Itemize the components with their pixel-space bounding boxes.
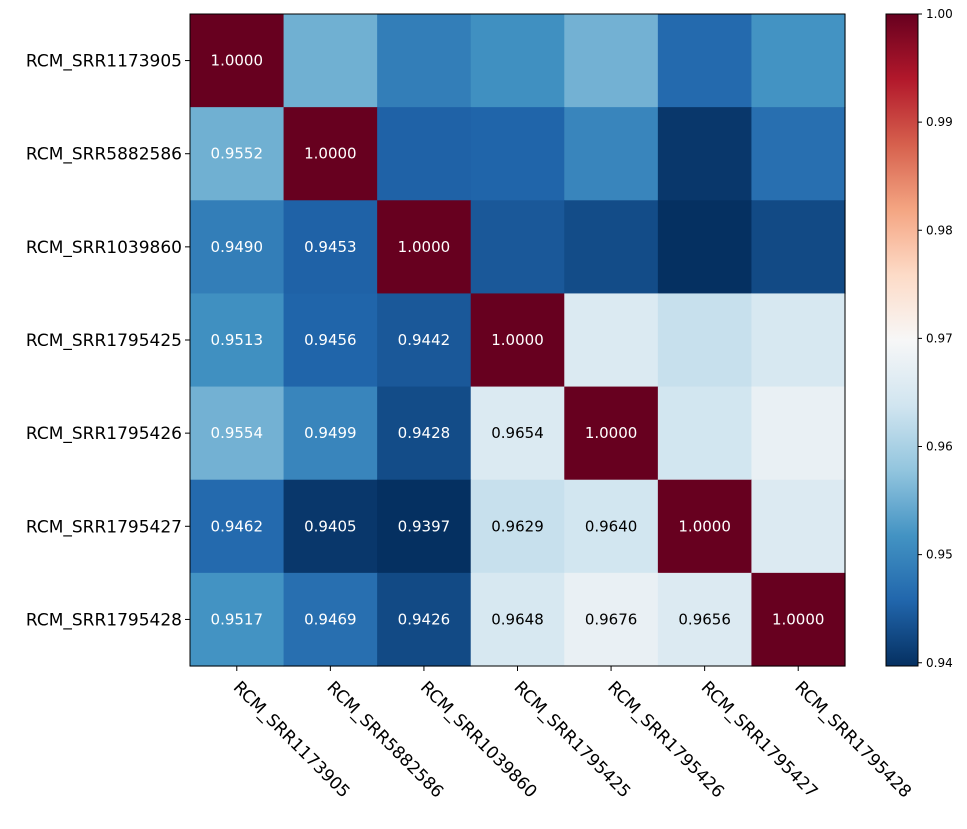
cell-value-label: 0.9499 xyxy=(304,424,357,442)
heatmap-cell xyxy=(470,293,565,388)
heatmap-cell xyxy=(190,14,285,108)
heatmap-cell xyxy=(657,107,753,201)
y-tick-label: RCM_SRR5882586 xyxy=(26,145,182,165)
heatmap-cell xyxy=(283,293,378,388)
cell-value-label: 0.9462 xyxy=(211,517,264,535)
y-tick-label: RCM_SRR1795425 xyxy=(26,331,182,351)
heatmap-cell xyxy=(564,572,659,667)
heatmap-cell xyxy=(377,293,472,388)
cell-value-label: 0.9453 xyxy=(304,238,357,256)
heatmap-cell xyxy=(751,107,846,201)
cell-value-label: 0.9456 xyxy=(304,331,357,349)
heatmap-cell xyxy=(377,479,472,574)
heatmap-cell xyxy=(283,200,378,295)
heatmap-cell xyxy=(190,572,285,667)
cell-value-label: 0.9428 xyxy=(398,424,451,442)
heatmap-cell xyxy=(564,200,659,295)
cell-value-label: 1.0000 xyxy=(398,238,451,256)
heatmap-cell xyxy=(470,200,565,295)
cell-value-label: 0.9405 xyxy=(304,517,357,535)
heatmap-cell xyxy=(190,200,285,295)
heatmap-cells xyxy=(190,14,846,667)
cell-value-label: 0.9640 xyxy=(585,517,638,535)
heatmap-cell xyxy=(657,200,753,295)
cell-value-label: 1.0000 xyxy=(304,145,357,163)
colorbar-scale xyxy=(885,13,919,667)
heatmap-cell xyxy=(751,386,846,481)
heatmap-cell xyxy=(190,386,285,481)
heatmap-cell xyxy=(283,386,378,481)
cell-value-label: 1.0000 xyxy=(491,331,544,349)
heatmap-cell xyxy=(377,572,472,667)
heatmap-cell xyxy=(564,107,659,201)
cell-value-label: 0.9554 xyxy=(211,424,264,442)
heatmap-cell xyxy=(564,479,659,574)
heatmap-cell xyxy=(564,386,659,481)
heatmap-cell xyxy=(657,572,753,667)
colorbar-tick-label: 0.94 xyxy=(926,656,953,670)
heatmap-cell xyxy=(470,479,565,574)
heatmap-cell xyxy=(751,14,846,108)
heatmap-cell xyxy=(751,479,846,574)
colorbar-tick-label: 0.97 xyxy=(926,331,953,345)
y-axis-ticks: RCM_SRR1173905 RCM_SRR5882586 RCM_SRR10398… xyxy=(26,52,190,630)
cell-value-label: 1.0000 xyxy=(585,424,638,442)
cell-value-label: 0.9397 xyxy=(398,517,451,535)
colorbar-tick-label: 0.99 xyxy=(926,115,953,129)
heatmap-cell xyxy=(377,200,472,295)
cell-value-label: 0.9426 xyxy=(398,610,451,628)
cell-value-label: 0.9517 xyxy=(211,610,264,628)
heatmap-cell xyxy=(657,479,753,574)
heatmap-cell xyxy=(190,479,285,574)
heatmap-cell xyxy=(377,14,472,108)
heatmap-cell xyxy=(564,14,659,108)
heatmap-cell xyxy=(470,572,565,667)
x-axis-ticks: RCM_SRR1173905RCM_SRR5882586RCM_SRR10398… xyxy=(229,666,915,802)
heatmap-cell xyxy=(283,572,378,667)
heatmap-cell xyxy=(657,14,753,108)
heatmap-cell xyxy=(190,293,285,388)
heatmap-cell xyxy=(283,107,378,201)
heatmap-cell xyxy=(470,386,565,481)
heatmap-cell xyxy=(751,572,846,667)
colorbar-tick-label: 0.95 xyxy=(926,548,953,562)
cell-value-label: 0.9442 xyxy=(398,331,451,349)
heatmap-cell xyxy=(283,479,378,574)
heatmap-cell xyxy=(657,293,753,388)
colorbar: 1.00 0.99 0.98 0.97 0.96 0.95 0.94 xyxy=(885,7,953,670)
heatmap-cell xyxy=(190,107,285,201)
heatmap-cell xyxy=(564,293,659,388)
y-tick-label: RCM_SRR1039860 xyxy=(26,238,182,258)
heatmap-cell xyxy=(470,14,565,108)
y-tick-label: RCM_SRR1173905 xyxy=(26,52,182,72)
y-tick-label: RCM_SRR1795428 xyxy=(26,610,182,630)
heatmap-cell-labels: 1.0000 0.9552 1.0000 0.9490 0.9453 1.0000 0.95… xyxy=(211,52,825,629)
heatmap-cell xyxy=(751,200,846,295)
heatmap-cell xyxy=(377,107,472,201)
cell-value-label: 0.9629 xyxy=(491,517,544,535)
cell-value-label: 0.9490 xyxy=(211,238,264,256)
y-tick-label: RCM_SRR1795427 xyxy=(26,517,182,537)
cell-value-label: 0.9469 xyxy=(304,610,357,628)
colorbar-tick-label: 1.00 xyxy=(926,7,953,21)
cell-value-label: 0.9656 xyxy=(678,610,731,628)
cell-value-label: 0.9648 xyxy=(491,610,544,628)
cell-value-label: 0.9513 xyxy=(211,331,264,349)
heatmap-cell xyxy=(470,107,565,201)
colorbar-tick-label: 0.96 xyxy=(926,440,953,454)
cell-value-label: 1.0000 xyxy=(211,52,264,70)
cell-value-label: 1.0000 xyxy=(678,517,731,535)
heatmap-cell xyxy=(657,386,753,481)
cell-value-label: 0.9654 xyxy=(491,424,544,442)
cell-value-label: 0.9552 xyxy=(211,145,264,163)
heatmap-cell xyxy=(283,14,378,108)
colorbar-tick-label: 0.98 xyxy=(926,223,953,237)
y-tick-label: RCM_SRR1795426 xyxy=(26,424,182,444)
cell-value-label: 0.9676 xyxy=(585,610,638,628)
heatmap-cell xyxy=(377,386,472,481)
heatmap-cell xyxy=(751,293,846,388)
cell-value-label: 1.0000 xyxy=(772,610,825,628)
